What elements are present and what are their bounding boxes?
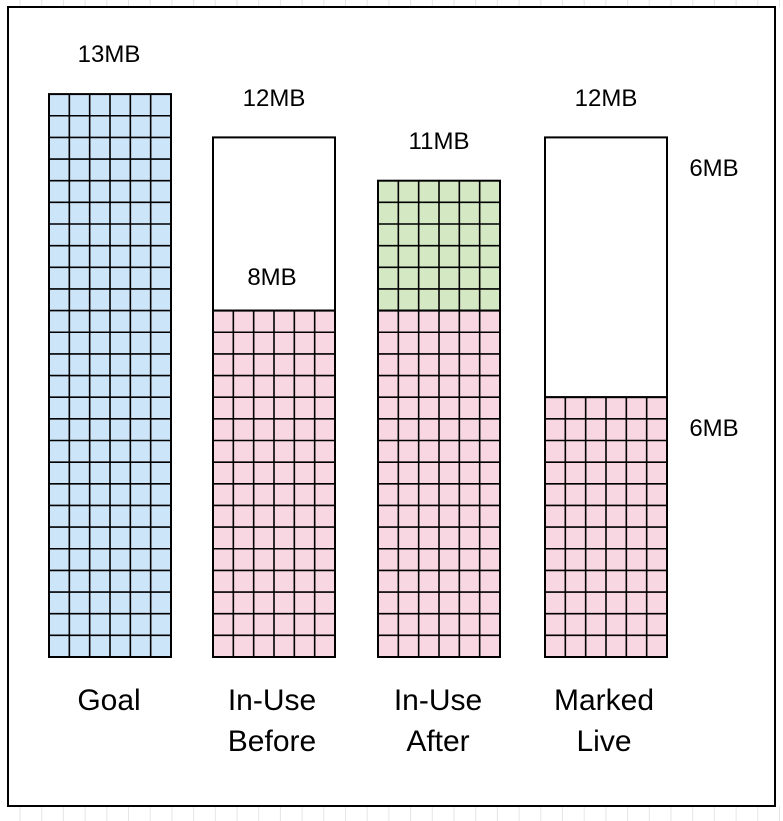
in-use-after-bar xyxy=(377,179,501,658)
background-grid-lines xyxy=(19,0,780,821)
column-in-use-after: 11MB In-Use After xyxy=(377,128,501,758)
marked-live-bar xyxy=(544,136,668,658)
marked-live-right-label-upper: 6MB xyxy=(689,155,738,182)
background-grid xyxy=(19,0,780,821)
in-use-after-label-line-2: After xyxy=(406,725,469,758)
goal-bar xyxy=(48,93,172,659)
in-use-before-free-block xyxy=(212,136,336,312)
marked-live-free-block xyxy=(544,136,668,399)
goal-filled-block-gridlines xyxy=(49,94,171,657)
in-use-before-label-line-2: Before xyxy=(228,725,316,758)
marked-live-right-label-lower: 6MB xyxy=(689,415,738,442)
marked-live-top-label: 12MB xyxy=(575,85,638,112)
in-use-before-filled-block-gridlines xyxy=(213,310,335,657)
in-use-after-top-label: 11MB xyxy=(409,128,470,155)
in-use-before-mid-label: 8MB xyxy=(247,264,296,291)
goal-top-label: 13MB xyxy=(78,41,141,68)
in-use-before-label-line-1: In-Use xyxy=(228,684,316,717)
goal-label: Goal xyxy=(77,684,140,717)
in-use-after-growth-block-gridlines xyxy=(378,180,500,311)
column-in-use-before: 12MB 8MB In-Use Before xyxy=(212,85,336,758)
in-use-before-top-label: 12MB xyxy=(243,85,306,112)
column-marked-live: 12MB 6MB 6MB Marked Live xyxy=(544,85,739,758)
in-use-before-bar xyxy=(212,136,336,658)
marked-live-filled-block-gridlines xyxy=(545,397,667,657)
marked-live-label-line-1: Marked xyxy=(554,684,654,717)
column-goal: 13MB Goal xyxy=(48,41,172,717)
in-use-after-label-line-1: In-Use xyxy=(394,684,482,717)
in-use-after-filled-block-gridlines xyxy=(378,310,500,657)
marked-live-label-line-2: Live xyxy=(576,725,631,758)
